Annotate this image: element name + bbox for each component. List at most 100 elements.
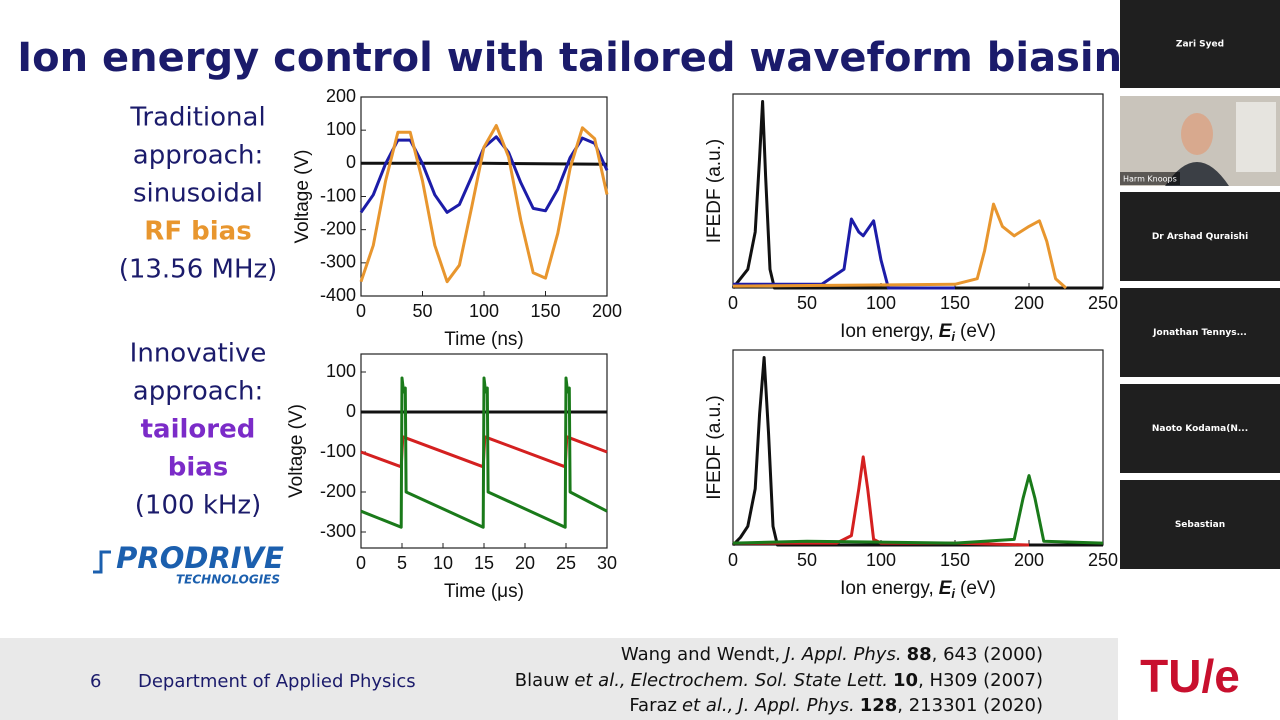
block-line: approach: (133, 141, 263, 171)
x-tick-label: 150 (940, 550, 970, 570)
y-tick-label: -300 (320, 252, 356, 272)
x-label-subscript: i (951, 329, 955, 344)
y-tick-label: 100 (326, 119, 356, 139)
x-tick-label: 0 (728, 293, 738, 313)
series-line (732, 474, 1104, 545)
logo-name: PRODRIVE (116, 541, 284, 575)
y-tick-label: -300 (320, 521, 356, 541)
reference-part: 128 (860, 695, 898, 716)
x-tick-label: 200 (1014, 293, 1044, 313)
chart: 0 50 100 150 200 -400 -300 -200 -100 0 100 200 Volta… (292, 86, 622, 350)
x-tick-label: 30 (597, 553, 617, 573)
chart: 0 50 100 150 200 250 IFEDF (a.u.) Ion energy, Ei… (704, 349, 1118, 601)
participant-name: Sebastian (1175, 520, 1225, 530)
x-tick-label: 5 (397, 553, 407, 573)
series-line (361, 161, 608, 166)
x-tick-label: 100 (866, 293, 896, 313)
x-tick-label: 25 (556, 553, 576, 573)
y-tick-label: 200 (326, 86, 356, 106)
x-tick-label: 0 (356, 553, 366, 573)
reference: Wang and Wendt, J. Appl. Phys. 88, 643 (20… (621, 644, 1043, 665)
x-tick-label: 15 (474, 553, 494, 573)
block-line: Innovative (130, 339, 267, 369)
x-tick-label: 50 (797, 293, 817, 313)
x-axis-label: Ion energy, Ei (eV) (840, 578, 996, 601)
prodrive-logo: PRODRIVE TECHNOLOGIES (93, 541, 284, 587)
x-tick-label: 250 (1088, 550, 1118, 570)
logo-sub: TECHNOLOGIES (176, 573, 280, 587)
reference: Faraz et al., J. Appl. Phys. 128, 213301 (2… (629, 695, 1043, 716)
slide-title: Ion energy control with tailored wavefor… (17, 35, 1150, 81)
reference-part: , 213301 (2020) (897, 695, 1043, 716)
y-tick-label: -400 (320, 285, 356, 305)
block-highlight: bias (168, 453, 229, 483)
block-note: (13.56 MHz) (119, 255, 278, 285)
reference-part: 88 (907, 644, 932, 665)
x-tick-label: 20 (515, 553, 535, 573)
x-tick-label: 200 (1014, 550, 1044, 570)
x-label-subscript: i (951, 586, 955, 601)
block-line: approach: (133, 377, 263, 407)
y-axis-label: IFEDF (a.u.) (704, 395, 725, 500)
person-body (1165, 162, 1229, 186)
reference-part: , 643 (2000) (932, 644, 1043, 665)
block-highlight: tailored (141, 415, 256, 445)
slide (0, 0, 1118, 638)
x-tick-label: 50 (797, 550, 817, 570)
participant-tile (1120, 0, 1280, 88)
x-tick-label: 150 (940, 293, 970, 313)
video-window (1236, 102, 1276, 172)
x-label-symbol: E (939, 321, 953, 342)
reference-part: Faraz (629, 695, 677, 716)
chart: 0 50 100 150 200 250 IFEDF (a.u.) Ion energy, Ei… (704, 93, 1118, 344)
footer-band (0, 638, 1118, 720)
x-tick-label: 0 (728, 550, 738, 570)
x-tick-label: 50 (412, 301, 432, 321)
logo-mark (93, 550, 111, 574)
y-axis-label: Voltage (V) (286, 404, 307, 498)
participant-name: Zari Syed (1176, 40, 1224, 50)
reference-part: J. Appl. Phys. (782, 644, 901, 665)
y-tick-label: 100 (326, 361, 356, 381)
participant-name: Harm Knoops (1123, 175, 1177, 184)
participant-tile (1120, 480, 1280, 569)
block-note: (100 kHz) (135, 491, 261, 521)
person-head (1181, 113, 1213, 155)
x-axis-label: Time (ns) (444, 329, 524, 350)
participant-tile (1120, 288, 1280, 377)
x-tick-label: 150 (530, 301, 560, 321)
reference-part: Electrochem. Sol. State Lett. (631, 670, 888, 691)
block-line: sinusoidal (133, 179, 263, 209)
x-tick-label: 0 (356, 301, 366, 321)
x-label-text: Ion energy, (840, 578, 934, 599)
y-tick-label: -200 (320, 481, 356, 501)
x-tick-label: 100 (469, 301, 499, 321)
name-label-bg (1120, 172, 1180, 185)
series-line (360, 376, 608, 529)
series-line (731, 356, 1103, 547)
reference-part: Blauw (515, 670, 570, 691)
y-tick-label: -200 (320, 218, 356, 238)
block-highlight: RF bias (144, 217, 251, 247)
brand-logo: TU/e (1140, 650, 1240, 702)
series-line (732, 202, 1067, 290)
participant-name: Jonathan Tennys... (1152, 328, 1247, 338)
x-axis-label: Time (μs) (444, 581, 524, 602)
page-number: 6 (90, 671, 101, 692)
y-tick-label: -100 (320, 441, 356, 461)
series-line (733, 217, 955, 290)
reference-part: et al., (574, 670, 625, 691)
reference-part: J. Appl. Phys. (735, 695, 854, 716)
x-label-symbol: E (939, 578, 953, 599)
reference-part: Wang and Wendt, (621, 644, 780, 665)
reference-part: 10 (893, 670, 918, 691)
x-tick-label: 10 (433, 553, 453, 573)
y-tick-label: 0 (346, 401, 356, 421)
reference-part: , H309 (2007) (918, 670, 1043, 691)
chart: 0 5 10 15 20 25 30 -300 -200 -100 0 100 Voltage (V) T… (286, 353, 617, 602)
participant-tile (1120, 384, 1280, 473)
reference: Blauw et al., Electrochem. Sol. State Lett… (515, 670, 1043, 691)
block-line: Traditional (129, 103, 265, 133)
x-tick-label: 100 (866, 550, 896, 570)
